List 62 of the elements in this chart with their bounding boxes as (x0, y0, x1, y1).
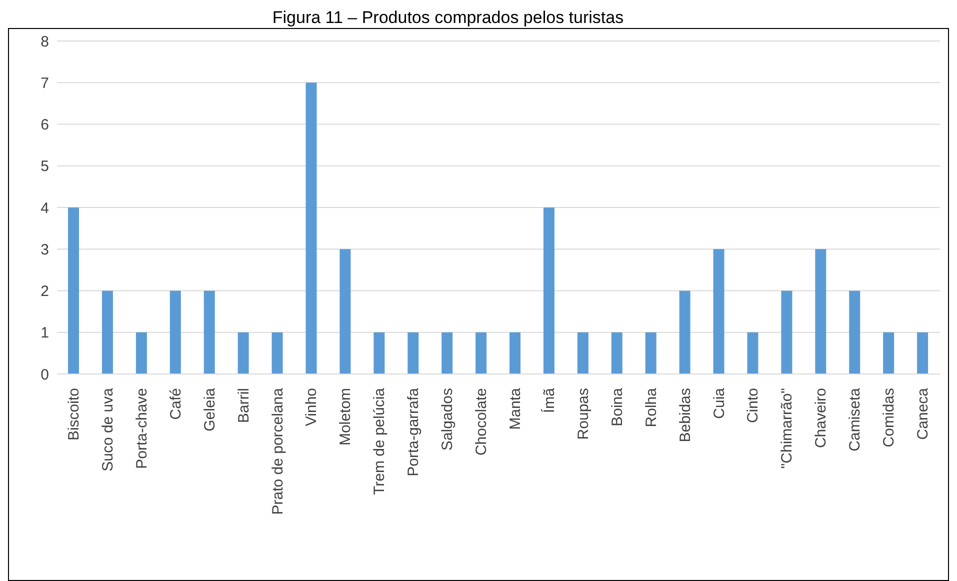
bar (577, 332, 588, 374)
bar (102, 290, 113, 374)
x-tick-label: Moletom (337, 388, 354, 446)
x-tick-label: Cinto (744, 388, 762, 424)
bar (815, 249, 826, 374)
x-tick-label: Caneca (914, 387, 932, 440)
bar (204, 290, 215, 374)
bar (713, 249, 724, 374)
y-tick-label: 3 (40, 241, 49, 258)
x-tick-label: "Chimarrão" (778, 388, 796, 469)
x-tick-label: Prato de porcelana (269, 387, 286, 515)
x-tick-label: Comidas (880, 388, 898, 448)
bar (510, 332, 520, 374)
chart-title: Figura 11 – Produtos comprados pelos turistas (271, 8, 625, 28)
bar (883, 332, 894, 374)
bar (917, 332, 928, 374)
y-tick-label: 2 (40, 283, 49, 300)
y-tick-label: 8 (40, 33, 49, 50)
x-tick-label: Camiseta (846, 387, 864, 452)
bar (781, 290, 792, 374)
x-tick-label: Biscoito (65, 388, 82, 441)
bar (476, 332, 487, 374)
x-tick-label: Porta-chave (133, 388, 150, 469)
bar (645, 332, 656, 374)
y-tick-label: 0 (40, 366, 49, 384)
bar (272, 332, 283, 374)
x-tick-label: Manta (506, 387, 524, 430)
x-tick-label: Chocolate (473, 388, 490, 456)
x-tick-label: Bebidas (676, 388, 694, 442)
bar (374, 332, 385, 374)
y-tick-label: 1 (40, 324, 49, 342)
x-tick-label: Café (167, 388, 184, 420)
x-tick-label: Porta-garrafa (405, 387, 422, 476)
bar (679, 290, 690, 374)
y-tick-label: 5 (40, 158, 49, 176)
bar (340, 249, 351, 374)
y-tick-label: 4 (40, 200, 49, 217)
bar (68, 208, 79, 374)
bar (306, 82, 317, 374)
bar (543, 208, 554, 374)
bar (747, 332, 758, 374)
bar (238, 332, 249, 374)
x-tick-label: Vinho (303, 388, 320, 426)
x-tick-label: Roupas (574, 388, 592, 440)
bar (849, 290, 860, 374)
x-tick-label: Geleia (201, 387, 218, 432)
x-tick-label: Cuia (710, 387, 728, 419)
bar (442, 332, 453, 374)
x-tick-label: Trem de pelúcia (371, 387, 388, 495)
x-tick-label: Ímã (540, 387, 558, 414)
x-tick-label: Salgados (439, 388, 456, 451)
x-tick-label: Suco de uva (99, 387, 116, 472)
x-tick-label: Chaveiro (812, 388, 830, 448)
x-tick-label: Rolha (642, 387, 660, 428)
y-tick-label: 6 (40, 116, 49, 134)
bar (170, 290, 181, 374)
y-tick-label: 7 (40, 74, 49, 92)
x-tick-label: Barril (235, 388, 252, 424)
bar (611, 332, 622, 374)
x-tick-label: Boina (608, 387, 626, 426)
bar (408, 332, 419, 374)
bar (136, 332, 147, 374)
